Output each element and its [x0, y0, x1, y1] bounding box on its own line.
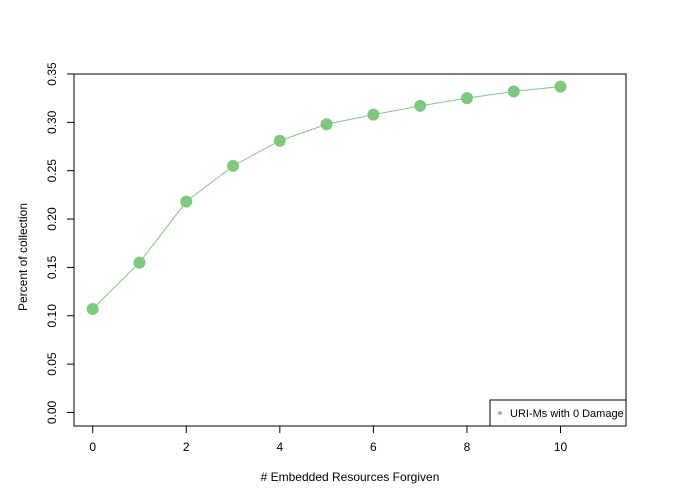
data-point	[180, 195, 193, 208]
data-point	[554, 80, 567, 93]
y-tick-label: 0.25	[45, 159, 59, 183]
x-tick-label: 6	[370, 440, 377, 454]
data-point	[86, 302, 99, 315]
x-tick-label: 0	[89, 440, 96, 454]
y-axis-title: Percent of collection	[16, 203, 30, 311]
legend-marker	[498, 411, 502, 415]
legend-label: URI-Ms with 0 Damage	[510, 408, 624, 420]
x-tick-label: 8	[464, 440, 471, 454]
data-point	[367, 108, 380, 121]
legend: URI-Ms with 0 Damage	[489, 399, 627, 427]
y-tick-label: 0.10	[45, 304, 59, 328]
data-point	[507, 85, 520, 98]
y-tick-label: 0.30	[45, 110, 59, 134]
data-point	[273, 134, 286, 147]
legend-box	[489, 399, 627, 427]
y-tick-label: 0.20	[45, 207, 59, 231]
data-point	[227, 159, 240, 172]
y-tick-label: 0.35	[45, 62, 59, 86]
data-point	[320, 118, 333, 131]
data-point	[414, 99, 427, 112]
x-tick-label: 10	[554, 440, 568, 454]
y-tick-label: 0.15	[45, 255, 59, 279]
data-point	[133, 256, 146, 269]
series-layer	[86, 80, 567, 315]
axes: 0 2 4 6 8 10 0.00 0.05 0.10 0.15 0.20 0.25 0.30 0.35	[45, 62, 627, 454]
x-axis-title: # Embedded Resources Forgiven	[261, 470, 440, 484]
y-tick-label: 0.00	[45, 400, 59, 424]
x-tick-label: 4	[276, 440, 283, 454]
x-tick-label: 2	[183, 440, 190, 454]
plot-frame	[73, 73, 627, 427]
y-tick-label: 0.05	[45, 352, 59, 376]
data-point	[460, 92, 473, 105]
